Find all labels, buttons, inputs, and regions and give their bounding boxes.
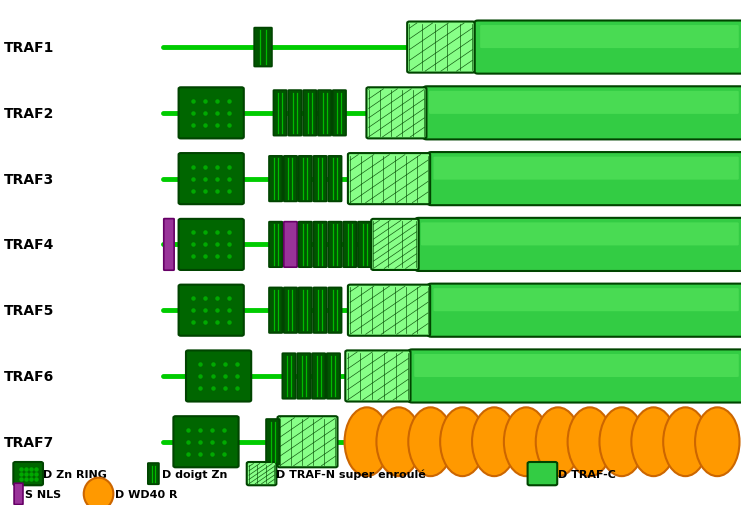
FancyBboxPatch shape xyxy=(433,289,739,312)
FancyBboxPatch shape xyxy=(528,462,557,485)
Text: TRAF5: TRAF5 xyxy=(4,304,54,318)
FancyBboxPatch shape xyxy=(408,349,741,403)
FancyBboxPatch shape xyxy=(480,26,739,49)
Text: S NLS: S NLS xyxy=(25,489,62,499)
FancyBboxPatch shape xyxy=(408,22,474,73)
Text: TRAF1: TRAF1 xyxy=(4,41,54,55)
FancyBboxPatch shape xyxy=(297,354,310,399)
FancyBboxPatch shape xyxy=(428,284,741,337)
FancyBboxPatch shape xyxy=(328,288,342,333)
FancyBboxPatch shape xyxy=(179,154,244,205)
FancyBboxPatch shape xyxy=(282,354,296,399)
FancyBboxPatch shape xyxy=(179,285,244,336)
Ellipse shape xyxy=(84,478,113,505)
Text: D WD40 R: D WD40 R xyxy=(115,489,177,499)
FancyBboxPatch shape xyxy=(284,288,297,333)
Ellipse shape xyxy=(568,408,612,476)
FancyBboxPatch shape xyxy=(333,91,346,136)
FancyBboxPatch shape xyxy=(299,157,312,202)
FancyBboxPatch shape xyxy=(284,222,297,268)
Text: TRAF2: TRAF2 xyxy=(4,107,54,121)
Ellipse shape xyxy=(504,408,548,476)
Ellipse shape xyxy=(345,408,389,476)
FancyBboxPatch shape xyxy=(254,28,272,67)
FancyBboxPatch shape xyxy=(299,222,312,268)
FancyBboxPatch shape xyxy=(313,288,327,333)
FancyBboxPatch shape xyxy=(147,463,159,484)
FancyBboxPatch shape xyxy=(299,288,312,333)
Text: TRAF4: TRAF4 xyxy=(4,238,54,252)
Text: D TRAF-N super enroulé: D TRAF-N super enroulé xyxy=(276,469,426,479)
FancyBboxPatch shape xyxy=(312,354,325,399)
Ellipse shape xyxy=(376,408,421,476)
Ellipse shape xyxy=(663,408,708,476)
FancyBboxPatch shape xyxy=(164,219,174,271)
FancyBboxPatch shape xyxy=(313,157,327,202)
FancyBboxPatch shape xyxy=(173,416,239,468)
FancyBboxPatch shape xyxy=(433,158,739,180)
Ellipse shape xyxy=(631,408,676,476)
Text: TRAF6: TRAF6 xyxy=(4,369,54,383)
FancyBboxPatch shape xyxy=(179,219,244,271)
FancyBboxPatch shape xyxy=(345,350,411,402)
FancyBboxPatch shape xyxy=(14,483,23,504)
FancyBboxPatch shape xyxy=(343,222,356,268)
FancyBboxPatch shape xyxy=(269,288,282,333)
FancyBboxPatch shape xyxy=(269,157,282,202)
FancyBboxPatch shape xyxy=(186,350,251,402)
FancyBboxPatch shape xyxy=(313,222,327,268)
Ellipse shape xyxy=(536,408,580,476)
FancyBboxPatch shape xyxy=(288,91,302,136)
FancyBboxPatch shape xyxy=(247,462,276,485)
Ellipse shape xyxy=(408,408,453,476)
FancyBboxPatch shape xyxy=(13,462,43,485)
FancyBboxPatch shape xyxy=(358,222,371,268)
Ellipse shape xyxy=(695,408,740,476)
FancyBboxPatch shape xyxy=(318,91,331,136)
Text: TRAF3: TRAF3 xyxy=(4,172,54,186)
FancyBboxPatch shape xyxy=(328,157,342,202)
FancyBboxPatch shape xyxy=(348,154,430,205)
FancyBboxPatch shape xyxy=(421,223,739,246)
FancyBboxPatch shape xyxy=(269,222,282,268)
FancyBboxPatch shape xyxy=(266,419,279,465)
FancyBboxPatch shape xyxy=(429,92,739,115)
FancyBboxPatch shape xyxy=(371,219,419,271)
Text: TRAF7: TRAF7 xyxy=(4,435,54,449)
Text: D Zn RING: D Zn RING xyxy=(43,469,107,479)
FancyBboxPatch shape xyxy=(327,354,340,399)
FancyBboxPatch shape xyxy=(415,218,741,272)
Ellipse shape xyxy=(440,408,485,476)
FancyBboxPatch shape xyxy=(474,21,741,74)
Text: D TRAF-C: D TRAF-C xyxy=(558,469,616,479)
FancyBboxPatch shape xyxy=(428,153,741,206)
FancyBboxPatch shape xyxy=(328,222,342,268)
FancyBboxPatch shape xyxy=(414,355,739,377)
FancyBboxPatch shape xyxy=(303,91,316,136)
Ellipse shape xyxy=(472,408,516,476)
FancyBboxPatch shape xyxy=(273,91,287,136)
FancyBboxPatch shape xyxy=(277,416,338,468)
FancyBboxPatch shape xyxy=(284,157,297,202)
FancyBboxPatch shape xyxy=(366,88,426,139)
FancyBboxPatch shape xyxy=(423,87,741,140)
FancyBboxPatch shape xyxy=(179,88,244,139)
Ellipse shape xyxy=(599,408,644,476)
Text: D doigt Zn: D doigt Zn xyxy=(162,469,227,479)
FancyBboxPatch shape xyxy=(348,285,430,336)
